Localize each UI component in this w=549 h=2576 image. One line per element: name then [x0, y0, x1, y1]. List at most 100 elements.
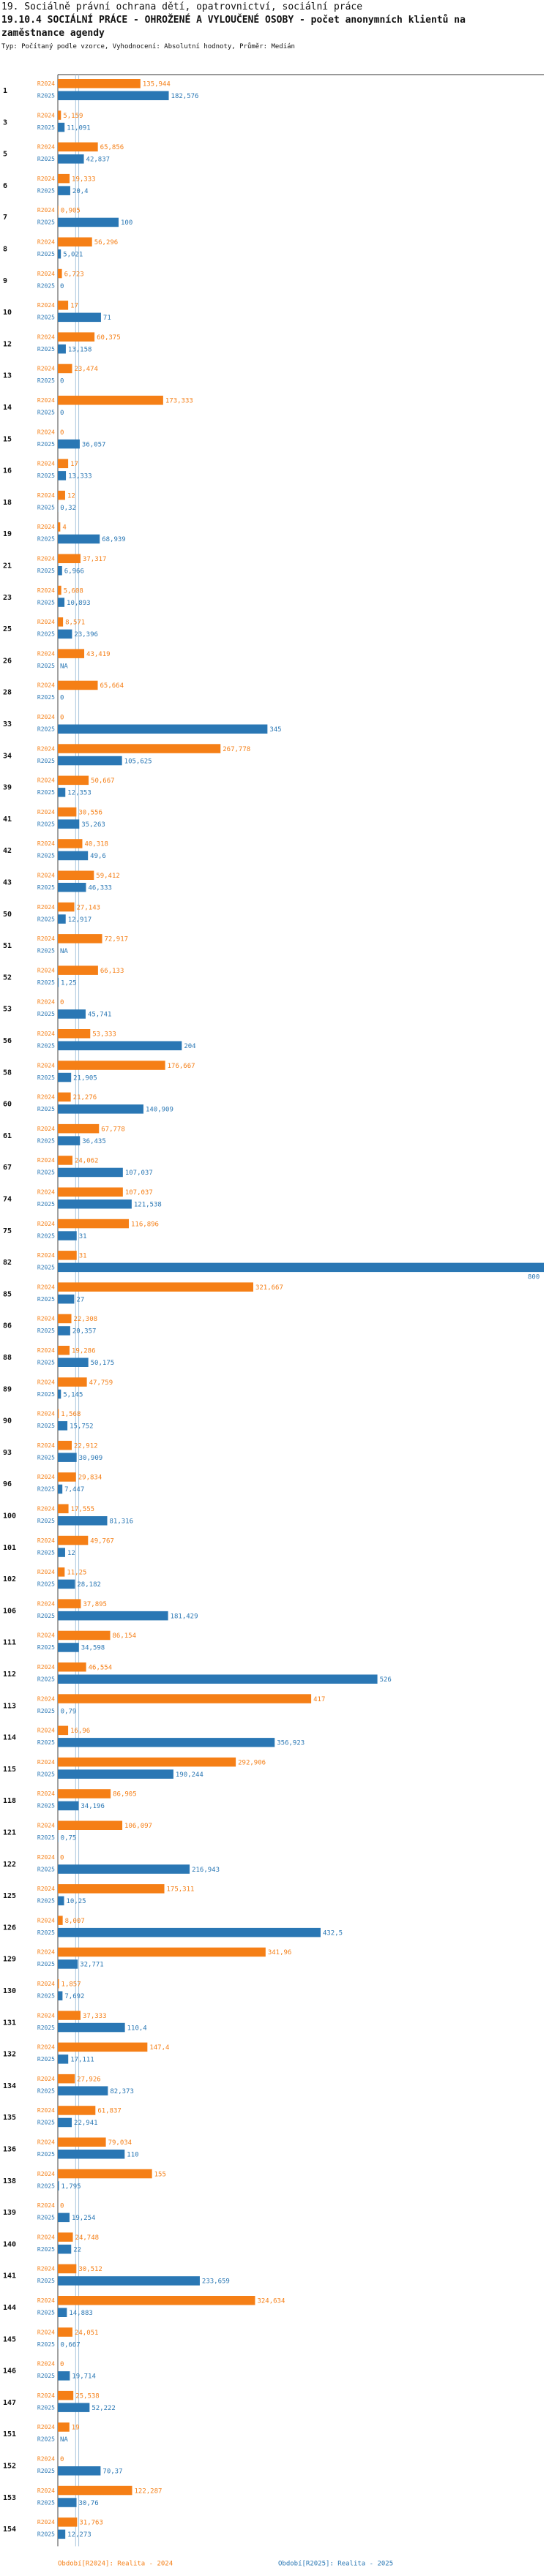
series-label-2024: R2024: [37, 524, 55, 530]
series-label-2025: R2025: [37, 504, 55, 511]
series-label-2024: R2024: [37, 1759, 55, 1766]
data-label-2025: 100: [121, 219, 132, 227]
series-label-2025: R2025: [37, 2215, 55, 2221]
bar-2024: [58, 965, 98, 975]
series-label-2024: R2024: [37, 112, 55, 118]
bar-2025: [58, 2181, 59, 2191]
data-label-2024: 86,154: [113, 1632, 137, 1640]
bar-2025: [58, 1072, 72, 1082]
series-label-2025: R2025: [37, 821, 55, 827]
category-label: 130: [3, 1987, 16, 1995]
bar-2025: [58, 2117, 72, 2128]
data-label-2024: 60,375: [97, 334, 121, 342]
bar-2025: [58, 2212, 70, 2223]
category-label: 154: [3, 2526, 16, 2534]
series-label-2025: R2025: [37, 410, 55, 416]
bar-2025: [58, 1706, 59, 1716]
series-label-2025: R2025: [37, 2310, 55, 2316]
data-label-2024: 31: [79, 1253, 87, 1260]
series-label-2024: R2024: [37, 2456, 55, 2463]
series-label-2025: R2025: [37, 156, 55, 162]
series-label-2024: R2024: [37, 302, 55, 309]
series-label-2025: R2025: [37, 1106, 55, 1112]
data-label-2024: 27,926: [77, 2076, 101, 2083]
data-label-2025: 45,741: [88, 1012, 112, 1019]
data-label-2024: 173,333: [165, 398, 193, 405]
data-label-2024: 72,917: [105, 936, 129, 944]
category-label: 42: [3, 847, 12, 855]
chart-subtitle: Typ: Počítaný podle vzorce, Vyhodnocení:…: [1, 43, 295, 50]
data-label-2025: 20,357: [72, 1328, 97, 1336]
series-label-2025: R2025: [37, 1391, 55, 1398]
series-label-2025: R2025: [37, 1265, 55, 1271]
series-label-2025: R2025: [37, 631, 55, 638]
series-label-2025: R2025: [37, 2056, 55, 2063]
bar-2025: [58, 471, 67, 481]
data-label-2025: 6,966: [64, 568, 84, 576]
data-label-2025: 10,893: [67, 600, 91, 607]
bar-2025: [58, 1389, 61, 1399]
category-label: 85: [3, 1290, 12, 1298]
bar-2025: [58, 566, 62, 576]
bar-2024: [58, 744, 221, 753]
category-label: 145: [3, 2335, 16, 2343]
data-label-2024: 61,837: [97, 2108, 122, 2115]
data-label-2025: 21,905: [73, 1074, 97, 1082]
chart-supertitle: 19. Sociálně právní ochrana dětí, opatro…: [1, 1, 363, 12]
bar-2024: [58, 2011, 81, 2020]
category-label: 96: [3, 1480, 12, 1488]
data-label-2024: 341,96: [268, 1949, 292, 1957]
series-label-2025: R2025: [37, 1803, 55, 1809]
data-label-2025: 82,373: [110, 2088, 134, 2095]
bar-2025: [58, 1991, 63, 2000]
data-label-2025: 49,6: [90, 853, 106, 860]
bar-2024: [58, 839, 83, 848]
bar-2024: [58, 1504, 69, 1513]
category-label: 152: [3, 2463, 16, 2471]
data-label-2024: 37,333: [83, 2013, 107, 2020]
series-label-2025: R2025: [37, 2531, 55, 2538]
series-label-2024: R2024: [37, 1600, 55, 1607]
bar-2024: [58, 110, 61, 120]
data-label-2024: 22,912: [74, 1442, 98, 1450]
data-label-2024: 17,555: [71, 1506, 95, 1513]
series-label-2024: R2024: [37, 2519, 55, 2526]
data-label-2025: 19,254: [72, 2215, 96, 2222]
data-label-2025: 0: [60, 410, 64, 417]
data-label-2025: 68,939: [102, 536, 126, 543]
bar-2024: [58, 1979, 59, 1989]
data-label-2024: 40,318: [84, 841, 108, 848]
data-label-2024: 23,474: [74, 366, 98, 373]
series-label-2025: R2025: [37, 2278, 55, 2284]
bar-2024: [58, 1789, 111, 1799]
bar-2024: [58, 2327, 72, 2337]
series-label-2025: R2025: [37, 1866, 55, 1872]
series-label-2025: R2025: [37, 694, 55, 701]
series-label-2025: R2025: [37, 2499, 55, 2506]
bar-2024: [58, 1567, 65, 1577]
data-label-2024: 30,512: [78, 2266, 102, 2273]
data-label-2025: 15,752: [70, 1423, 94, 1431]
bar-2025: [58, 122, 65, 132]
bar-2024: [58, 490, 65, 500]
data-label-2025: 110,4: [127, 2025, 147, 2032]
bar-2024: [58, 1662, 86, 1672]
series-label-2024: R2024: [37, 2202, 55, 2209]
bar-2024: [58, 1916, 63, 1925]
data-label-2024: 86,905: [113, 1791, 137, 1799]
data-label-2025: 0,667: [61, 2341, 81, 2349]
series-label-2025: R2025: [37, 2373, 55, 2379]
data-label-2025: NA: [60, 663, 68, 670]
category-label: 136: [3, 2146, 16, 2154]
series-label-2024: R2024: [37, 2076, 55, 2082]
category-label: 53: [3, 1006, 12, 1014]
data-label-2024: 155: [154, 2171, 166, 2178]
bar-2024: [58, 1757, 236, 1767]
category-label: 58: [3, 1069, 12, 1077]
data-label-2024: 67,778: [101, 1126, 125, 1133]
bar-2024: [58, 1377, 87, 1387]
series-label-2024: R2024: [37, 1411, 55, 1417]
data-label-2025: 7,447: [64, 1486, 84, 1494]
category-label: 9: [3, 277, 7, 285]
series-label-2024: R2024: [37, 2297, 55, 2304]
